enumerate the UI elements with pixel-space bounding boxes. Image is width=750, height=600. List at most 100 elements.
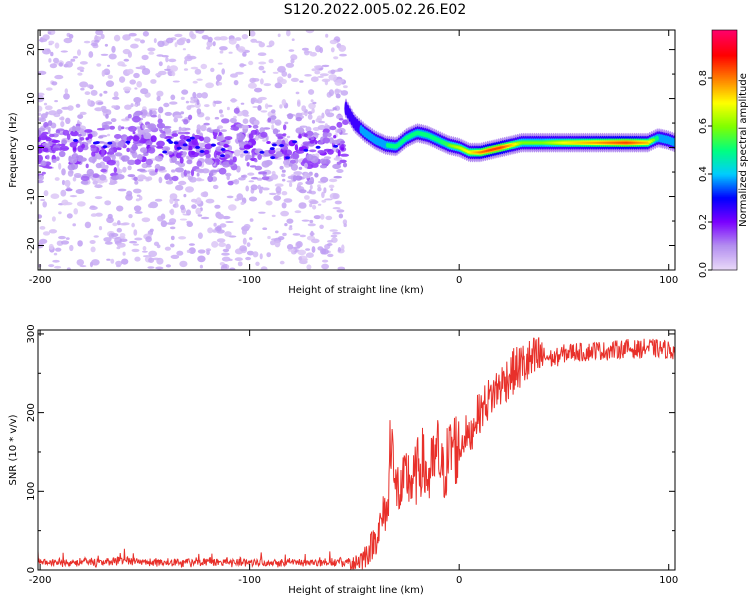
noise-blob — [321, 112, 325, 119]
noise-blob — [317, 187, 322, 192]
colorbar-step — [712, 172, 737, 175]
noise-blob — [313, 215, 321, 220]
colorbar-step — [712, 226, 737, 229]
spectrogram-noise — [38, 30, 349, 270]
colorbar-step — [712, 106, 737, 109]
snr-x-ticks: -200 -100 0 100 — [29, 330, 678, 586]
colorbar-step — [712, 60, 737, 63]
noise-core-blob — [126, 136, 132, 142]
noise-blob — [64, 88, 69, 94]
snr-x-axis-label: Height of straight line (km) — [288, 585, 424, 596]
noise-blob — [309, 52, 317, 57]
colorbar-step — [712, 154, 737, 157]
noise-core-blob — [213, 151, 217, 159]
noise-blob — [60, 189, 67, 197]
noise-core-blob — [182, 151, 188, 156]
noise-core-blob — [266, 141, 271, 144]
noise-core-blob — [172, 130, 177, 134]
colorbar-step — [712, 216, 737, 219]
noise-core-blob — [105, 113, 109, 119]
noise-blob — [289, 182, 293, 187]
noise-blob — [281, 191, 288, 196]
noise-blob — [304, 195, 310, 200]
colorbar-step — [712, 206, 737, 209]
noise-blob — [146, 176, 153, 181]
noise-blob — [327, 253, 334, 258]
noise-core-blob — [149, 109, 153, 117]
y-tick-label: 300 — [26, 324, 37, 343]
noise-blob — [66, 267, 71, 270]
noise-core-blob — [120, 155, 130, 162]
noise-blob — [247, 82, 257, 89]
noise-core-blob — [160, 129, 164, 134]
colorbar-step — [712, 108, 737, 111]
noise-core-blob — [188, 114, 193, 121]
noise-blob — [213, 100, 222, 105]
colorbar-step — [712, 98, 737, 101]
noise-blob — [286, 244, 294, 250]
noise-blob — [296, 241, 303, 248]
noise-blob — [338, 44, 347, 52]
noise-blob — [170, 94, 176, 101]
x-tick-label: 0 — [456, 575, 462, 586]
x-tick-label: -200 — [29, 275, 52, 286]
noise-core-blob — [336, 169, 344, 173]
noise-core-blob — [61, 139, 67, 145]
x-tick-label: 100 — [659, 275, 678, 286]
noise-core-blob — [143, 152, 149, 157]
noise-blob — [153, 38, 157, 44]
noise-core-blob — [313, 133, 320, 136]
colorbar-step — [712, 164, 737, 167]
noise-blob — [312, 101, 317, 105]
noise-blob — [324, 198, 333, 201]
noise-blob — [174, 33, 183, 38]
colorbar-step — [712, 52, 737, 55]
colorbar-step — [712, 248, 737, 251]
noise-core-blob — [115, 174, 125, 180]
colorbar-step — [712, 194, 737, 197]
noise-core-blob — [306, 130, 314, 137]
noise-blob — [221, 252, 230, 256]
noise-blob — [249, 30, 256, 37]
snr-y-ticks: 0 100 200 300 — [26, 324, 675, 573]
noise-blob — [256, 177, 263, 181]
snr-y-axis-label: SNR (10 * v/v) — [8, 414, 19, 485]
noise-blob — [339, 53, 347, 57]
noise-blob — [141, 68, 151, 75]
noise-blob — [147, 266, 155, 269]
noise-blob — [270, 238, 278, 241]
noise-core-blob — [45, 111, 49, 116]
noise-blob — [104, 43, 108, 47]
colorbar-gradient — [712, 30, 737, 271]
noise-blob — [171, 71, 176, 77]
colorbar-step — [712, 100, 737, 103]
noise-core-blob — [332, 107, 337, 111]
noise-core-blob — [241, 124, 250, 130]
noise-core-blob — [277, 136, 284, 140]
noise-blob — [287, 249, 296, 252]
noise-blob — [39, 238, 48, 244]
noise-blob — [319, 73, 329, 77]
colorbar-step — [712, 116, 737, 119]
noise-blob — [134, 211, 143, 214]
noise-core-blob — [283, 124, 287, 131]
noise-blob — [245, 256, 252, 261]
noise-blob — [90, 246, 96, 253]
noise-blob — [330, 234, 338, 238]
noise-blob — [248, 196, 258, 202]
noise-blob — [51, 216, 56, 222]
noise-blob — [230, 98, 237, 103]
colorbar-step — [712, 76, 737, 79]
noise-blob — [223, 263, 228, 267]
noise-core-blob — [165, 180, 174, 185]
noise-core-blob — [134, 180, 139, 185]
noise-core-blob — [327, 148, 334, 155]
noise-blob — [245, 185, 249, 192]
noise-blob — [334, 88, 340, 96]
noise-core-blob — [340, 147, 345, 151]
noise-blob — [128, 32, 137, 37]
noise-blob — [49, 63, 58, 69]
noise-blob — [170, 254, 180, 259]
y-tick-label: 10 — [26, 92, 37, 105]
noise-blob — [284, 121, 289, 125]
